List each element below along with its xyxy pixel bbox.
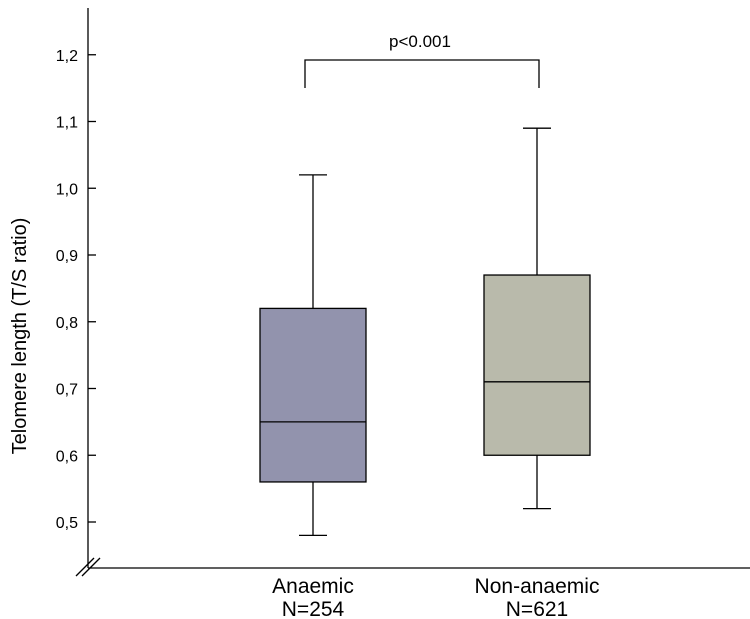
box-1: [259, 174, 367, 536]
y-tick-label: 1,0: [56, 181, 78, 198]
bracket-line: [304, 59, 540, 88]
category-n-label: N=254: [282, 598, 345, 619]
y-axis-label: Telomere length (T/S ratio): [9, 218, 31, 455]
axis-break-icon: [75, 557, 101, 577]
y-tick-label: 0,5: [56, 515, 78, 532]
p-value-label: p<0.001: [389, 32, 451, 51]
iqr-box: [259, 307, 367, 483]
y-tick-label: 0,7: [56, 382, 78, 399]
y-tick-label: 0,8: [56, 315, 78, 332]
y-tick-label: 0,6: [56, 448, 78, 465]
category-n-label: N=621: [506, 598, 568, 619]
significance-bracket: p<0.001: [304, 32, 540, 88]
y-ticks: 0,5 0,6 0,7 0,8 0,9 1,0 1,1 1,2: [56, 48, 96, 532]
y-tick-label: 1,2: [56, 48, 78, 65]
category-label: Anaemic: [272, 575, 354, 598]
iqr-box: [483, 274, 591, 456]
boxes: [259, 127, 591, 536]
y-tick-label: 1,1: [56, 115, 78, 132]
box-2: [483, 127, 591, 510]
category-label: Non-anaemic: [475, 575, 600, 598]
y-tick-label: 0,9: [56, 248, 78, 265]
